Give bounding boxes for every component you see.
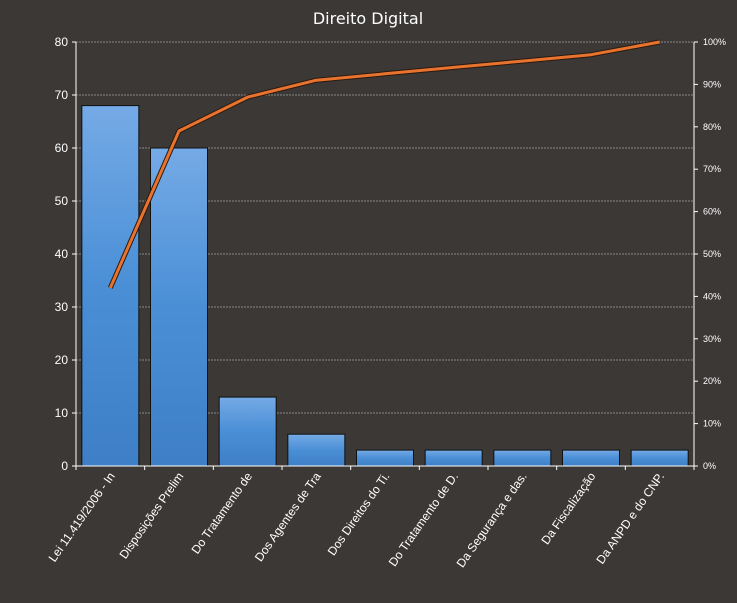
y-tick-label: 40	[55, 247, 69, 261]
bar	[287, 433, 346, 467]
bar	[562, 449, 620, 467]
y-tick-label: 30	[55, 300, 69, 314]
y-tick-label: 70	[55, 88, 69, 102]
y-tick-label: 0	[61, 459, 68, 473]
y-tick-label: 10	[55, 406, 69, 420]
y2-tick-label: 30%	[703, 334, 721, 344]
y-tick-label: 60	[55, 141, 69, 155]
bar-series	[81, 105, 689, 467]
y2-tick-label: 90%	[703, 79, 721, 89]
bar	[630, 449, 689, 467]
y2-tick-label: 70%	[703, 164, 721, 174]
y2-tick-label: 0%	[703, 461, 716, 471]
x-tick-label: Da Segurança e das.	[454, 470, 530, 570]
chart-title: Direito Digital	[313, 9, 423, 28]
y2-tick-label: 10%	[703, 419, 721, 429]
y2-tick-label: 60%	[703, 207, 721, 217]
y2-tick-label: 50%	[703, 249, 721, 259]
x-tick-label: Dos Direitos do Ti.	[325, 470, 393, 558]
x-tick-label: Do Tratamento de D.	[386, 470, 461, 569]
cumulative-line-series	[108, 39, 661, 289]
y2-tick-label: 100%	[703, 37, 726, 47]
y2-tick-label: 20%	[703, 376, 721, 386]
bar	[356, 449, 414, 467]
bar	[493, 449, 552, 467]
y-tick-label: 80	[55, 35, 69, 49]
bar	[218, 396, 277, 467]
cumulative-line	[108, 40, 660, 289]
x-tick-label: Do Tratamento de	[189, 469, 256, 556]
axes	[72, 41, 698, 470]
x-tick-label: Da Fiscalização	[538, 469, 598, 547]
y2-tick-label: 80%	[703, 122, 721, 132]
x-tick-label: Da ANPD e do CNP.	[593, 470, 667, 567]
x-tick-label: Dos Agentes de Tra	[252, 469, 324, 564]
y2-tick-label: 40%	[703, 291, 721, 301]
bar	[150, 147, 208, 467]
y-tick-label: 20	[55, 353, 69, 367]
axis-labels: 0 10 20 30 40 50 60 70 80 0% 10% 20% 30% 40% 50% 60% 70%…	[46, 35, 726, 570]
x-tick-label: Lei 11.419/2006 - In	[46, 470, 118, 565]
y-tick-label: 50	[55, 194, 69, 208]
x-tick-label: Disposições Prelim	[116, 470, 186, 562]
bar	[424, 449, 483, 467]
